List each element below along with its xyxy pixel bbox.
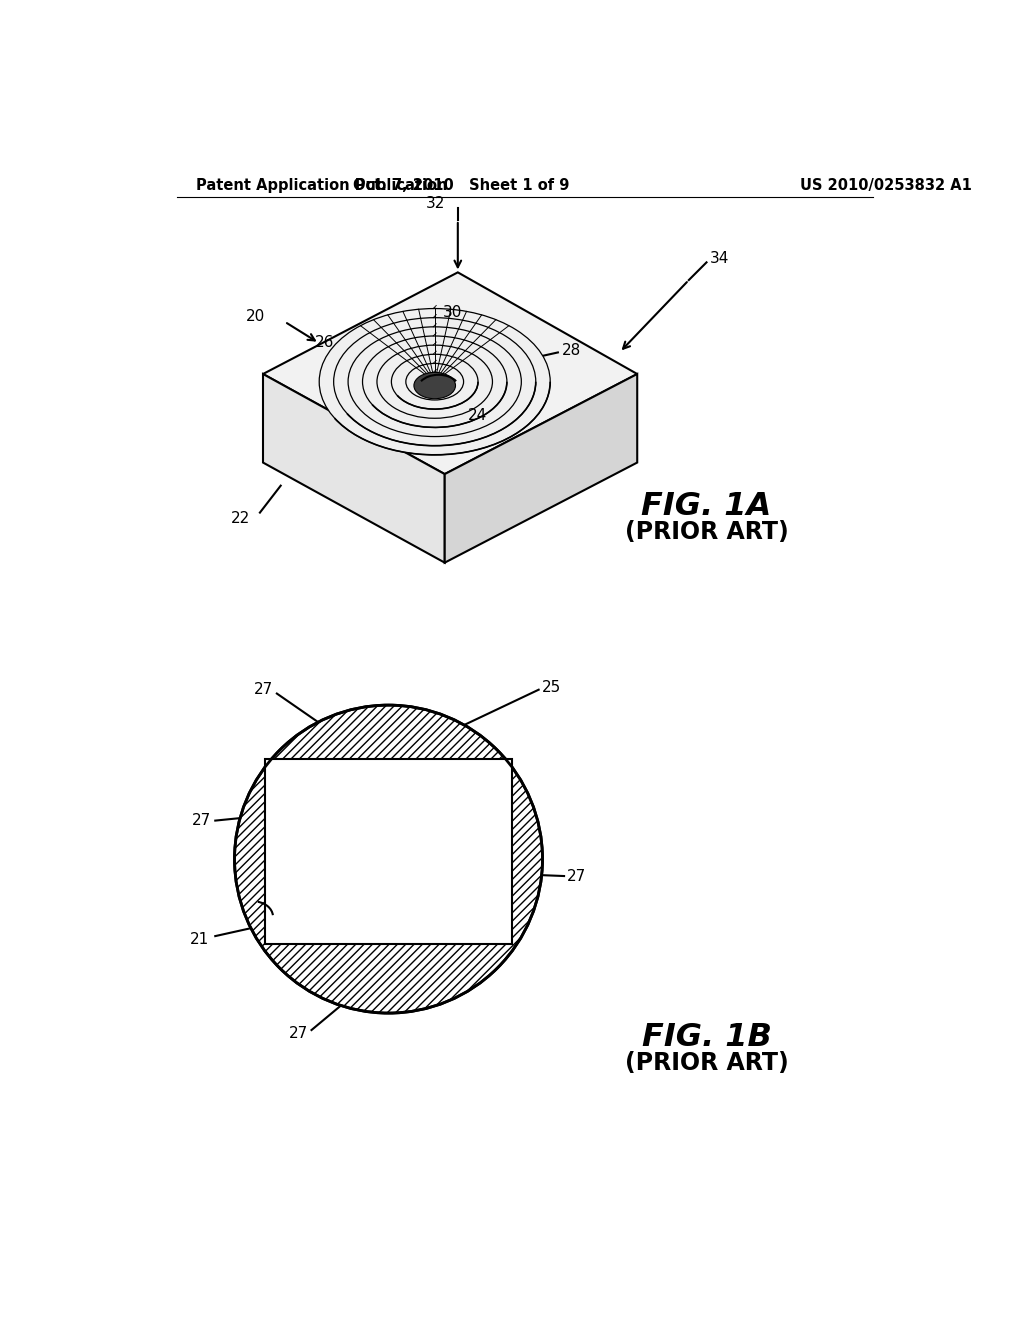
Text: 27: 27 — [254, 682, 273, 697]
Text: 34: 34 — [710, 251, 729, 267]
Text: US 2010/0253832 A1: US 2010/0253832 A1 — [801, 178, 973, 193]
Text: FIG. 1A: FIG. 1A — [641, 491, 772, 521]
Polygon shape — [263, 272, 637, 474]
Polygon shape — [444, 374, 637, 562]
Text: 26: 26 — [315, 335, 335, 350]
Text: (PRIOR ART): (PRIOR ART) — [625, 1051, 788, 1076]
Ellipse shape — [234, 705, 543, 1014]
Text: 23: 23 — [323, 900, 342, 915]
Polygon shape — [263, 374, 444, 562]
Text: 27: 27 — [567, 869, 587, 883]
Ellipse shape — [348, 327, 521, 437]
Text: 25: 25 — [542, 680, 561, 694]
Text: 27: 27 — [193, 813, 211, 828]
Text: 21: 21 — [189, 932, 209, 948]
Ellipse shape — [319, 309, 550, 455]
Text: Oct. 7, 2010   Sheet 1 of 9: Oct. 7, 2010 Sheet 1 of 9 — [353, 178, 569, 193]
Text: 28: 28 — [562, 343, 581, 358]
Bar — [265, 759, 512, 944]
Text: 32: 32 — [425, 195, 444, 211]
Text: 22: 22 — [230, 511, 250, 527]
Ellipse shape — [420, 372, 450, 391]
Ellipse shape — [391, 354, 478, 409]
Ellipse shape — [414, 372, 456, 399]
Text: FIG. 1B: FIG. 1B — [642, 1022, 771, 1053]
Text: 30: 30 — [442, 305, 462, 319]
Text: 20: 20 — [246, 309, 265, 323]
Ellipse shape — [406, 363, 464, 400]
Text: 27: 27 — [289, 1027, 307, 1041]
Text: 24: 24 — [468, 408, 487, 424]
Bar — [265, 759, 512, 944]
Text: Patent Application Publication: Patent Application Publication — [196, 178, 447, 193]
Ellipse shape — [334, 318, 536, 446]
Ellipse shape — [362, 337, 507, 428]
Text: (PRIOR ART): (PRIOR ART) — [625, 520, 788, 544]
Ellipse shape — [377, 345, 493, 418]
